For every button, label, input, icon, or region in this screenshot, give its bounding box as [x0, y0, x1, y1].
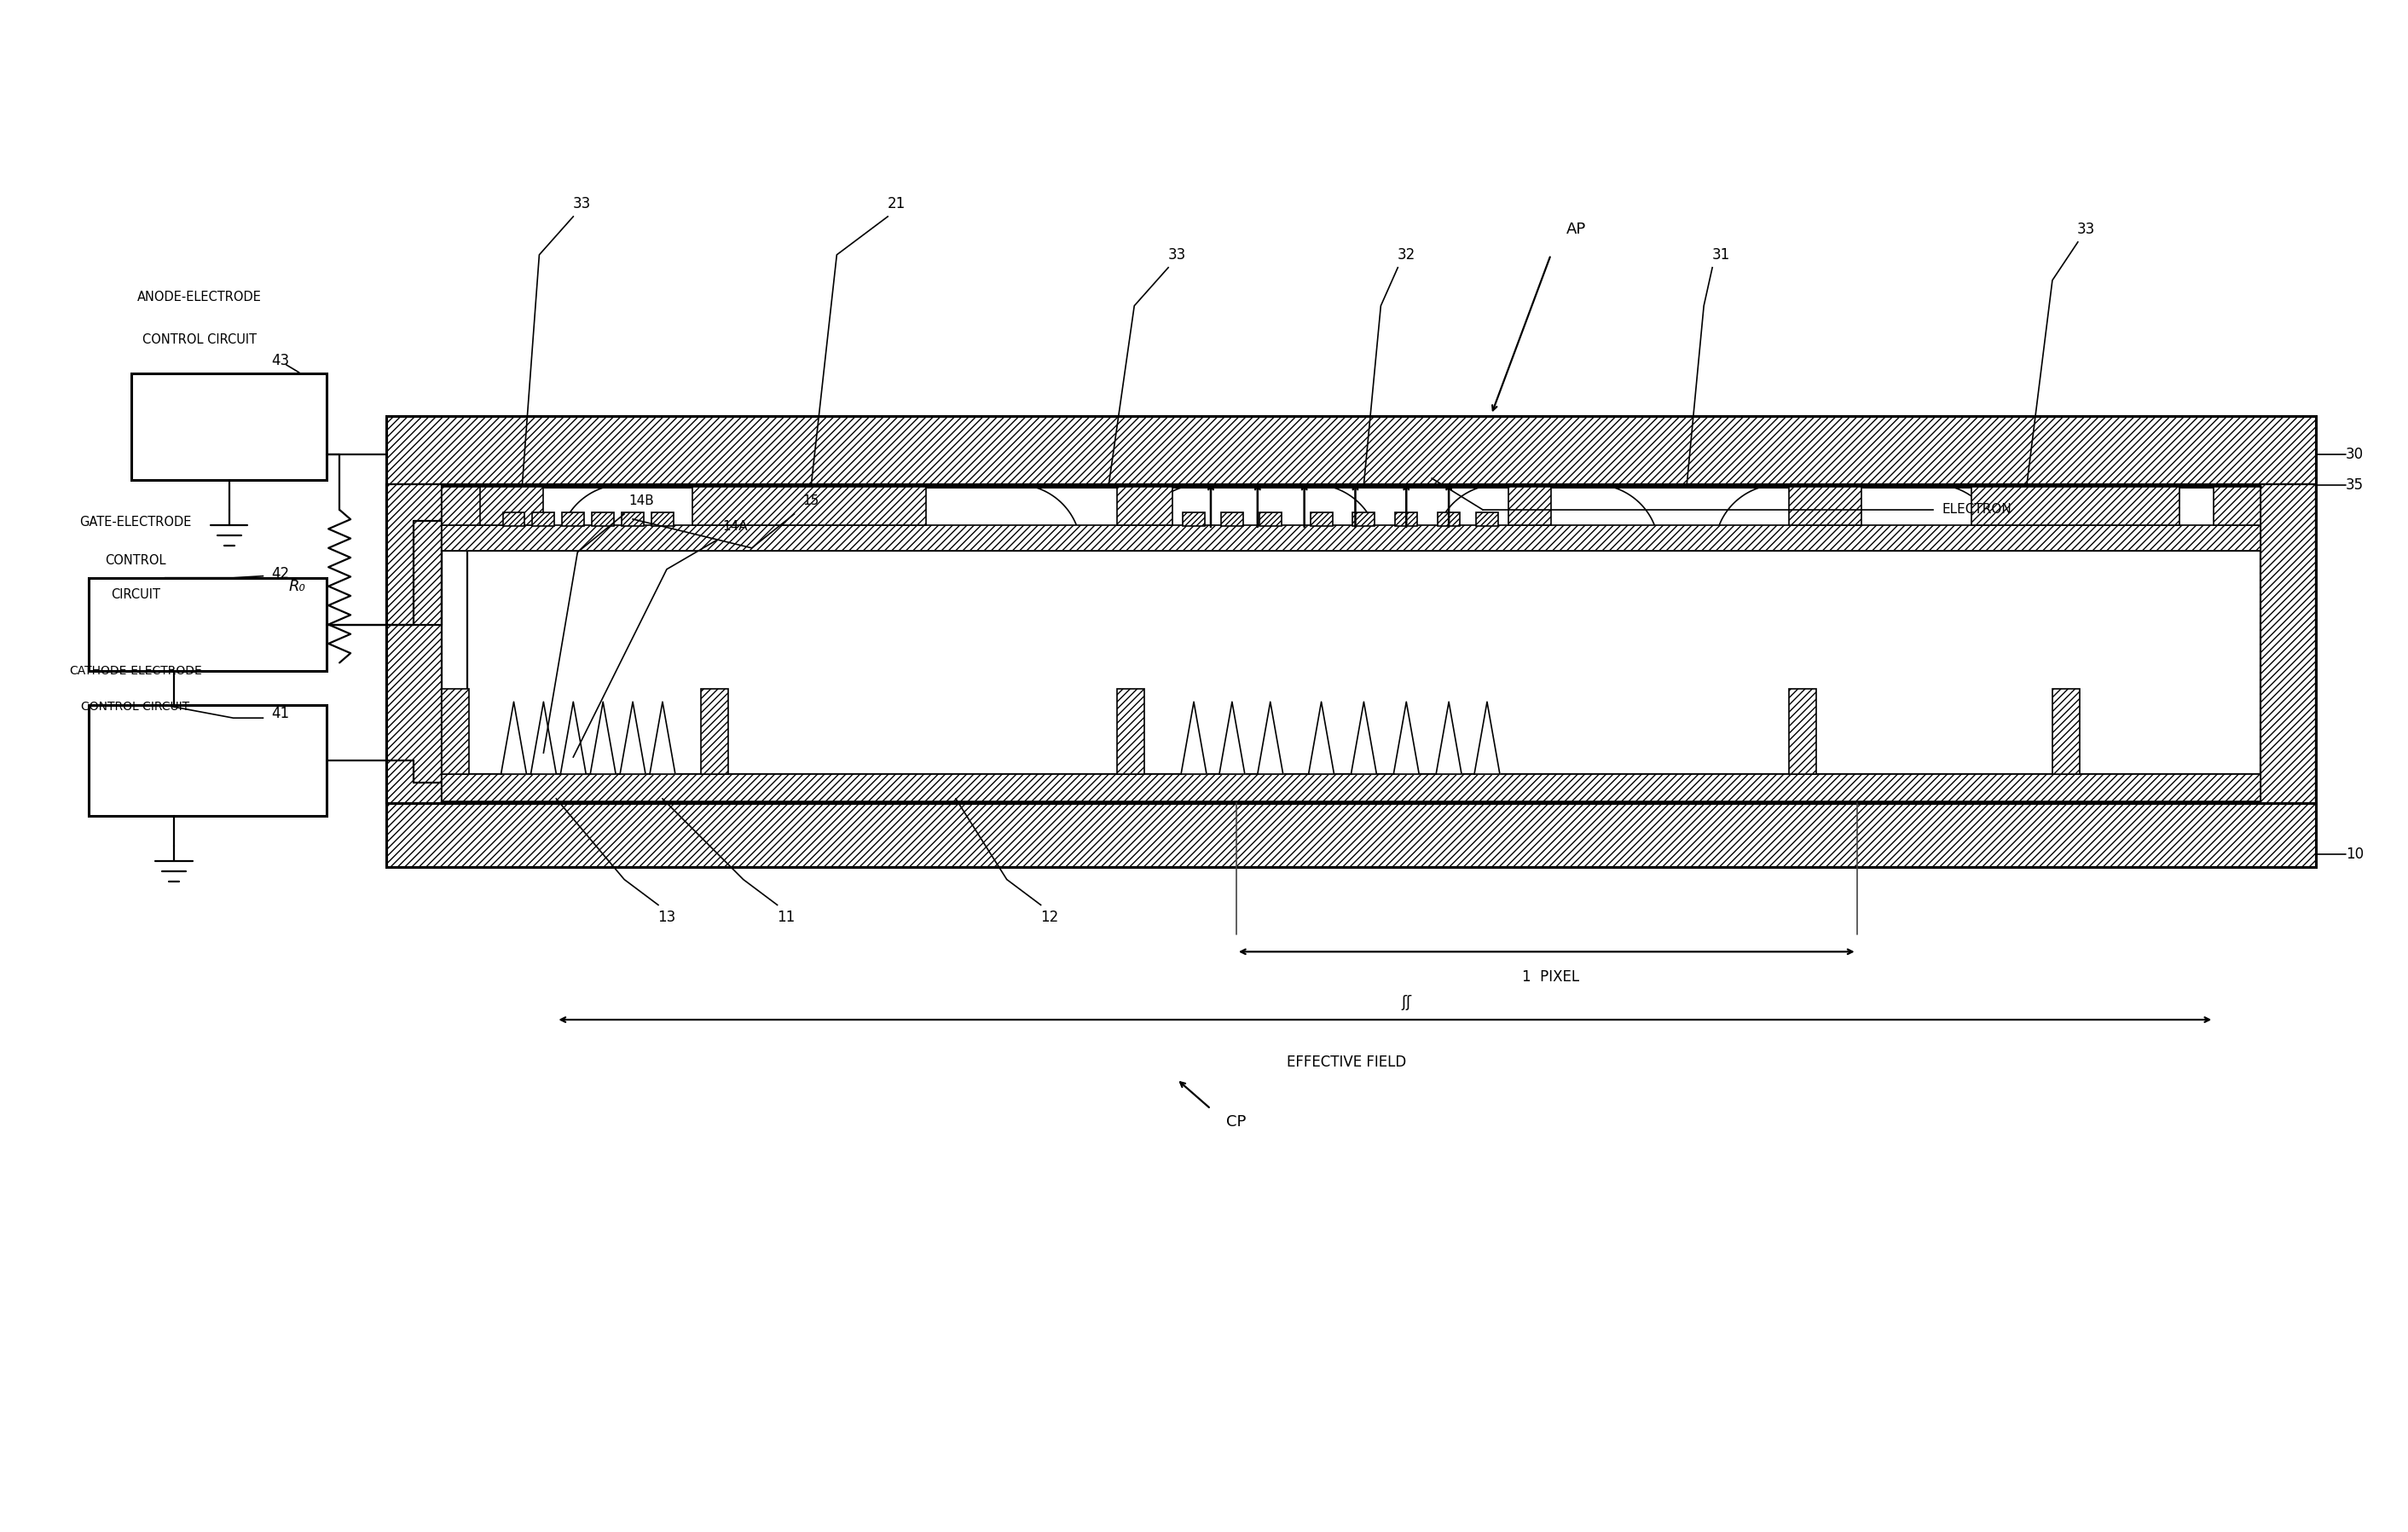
Bar [1972, 487, 2179, 525]
Text: R₀: R₀ [289, 579, 306, 594]
Bar [1221, 512, 1243, 525]
Text: 13: 13 [657, 910, 677, 925]
Text: 10: 10 [2345, 846, 2365, 861]
Bar [691, 487, 927, 525]
Bar [621, 512, 643, 525]
Bar [89, 705, 327, 815]
Bar [1353, 512, 1375, 525]
Bar [1117, 487, 1173, 525]
Bar [1310, 512, 1332, 525]
Bar [2052, 689, 2081, 774]
Text: 12: 12 [1040, 910, 1060, 925]
Bar [1438, 512, 1459, 525]
Bar [1117, 689, 1144, 774]
Text: 30: 30 [2345, 447, 2365, 463]
Bar [441, 550, 2261, 803]
Bar [1394, 512, 1418, 525]
Text: CONTROL CIRCUIT: CONTROL CIRCUIT [82, 702, 190, 712]
Bar [441, 774, 2261, 801]
Text: 21: 21 [886, 196, 905, 211]
Text: 1  PIXEL: 1 PIXEL [1522, 970, 1580, 985]
Text: 35: 35 [2345, 478, 2365, 493]
Bar [479, 487, 544, 525]
Bar [653, 512, 674, 525]
Bar [532, 512, 554, 525]
Bar [1182, 512, 1204, 525]
Text: CONTROL: CONTROL [106, 555, 166, 567]
Bar [441, 487, 489, 525]
Bar [2261, 484, 2316, 803]
Polygon shape [1218, 702, 1245, 774]
Text: 33: 33 [1168, 247, 1185, 262]
Text: AP: AP [1568, 222, 1587, 237]
Polygon shape [590, 702, 616, 774]
Bar [441, 689, 470, 774]
Polygon shape [1180, 702, 1206, 774]
Text: 31: 31 [1712, 247, 1729, 262]
Polygon shape [619, 702, 645, 774]
Text: EFFECTIVE FIELD: EFFECTIVE FIELD [1286, 1054, 1406, 1069]
Polygon shape [1435, 702, 1462, 774]
Polygon shape [561, 702, 585, 774]
Bar [1789, 487, 1861, 525]
Polygon shape [1394, 702, 1418, 774]
Text: 43: 43 [272, 354, 289, 369]
Text: 14A: 14A [722, 521, 746, 533]
Text: CP: CP [1226, 1114, 1247, 1129]
Bar [1507, 487, 1551, 525]
Bar [1476, 512, 1498, 525]
Text: 14B: 14B [628, 495, 655, 507]
Text: CIRCUIT: CIRCUIT [111, 588, 161, 601]
Text: 33: 33 [2078, 222, 2095, 237]
Bar [1259, 512, 1281, 525]
Bar [561, 512, 585, 525]
Text: CATHODE-ELECTRODE: CATHODE-ELECTRODE [70, 665, 202, 677]
Text: 11: 11 [778, 910, 795, 925]
Bar [503, 512, 525, 525]
Bar [385, 484, 441, 803]
Polygon shape [1474, 702, 1500, 774]
Polygon shape [1351, 702, 1377, 774]
Bar [1789, 689, 1816, 774]
Bar [385, 417, 2316, 484]
Polygon shape [530, 702, 556, 774]
Text: ELECTRON: ELECTRON [1941, 504, 2011, 516]
Bar [2213, 487, 2261, 525]
Polygon shape [1257, 702, 1283, 774]
Bar [130, 374, 327, 480]
Bar [701, 689, 727, 774]
Bar [441, 525, 2261, 550]
Text: CONTROL CIRCUIT: CONTROL CIRCUIT [142, 334, 255, 346]
Text: 42: 42 [272, 565, 289, 581]
Text: 15: 15 [802, 495, 819, 507]
Polygon shape [1308, 702, 1334, 774]
Text: 32: 32 [1397, 247, 1416, 262]
Text: ʃʃ: ʃʃ [1401, 994, 1411, 1011]
Text: 33: 33 [573, 196, 590, 211]
Text: 41: 41 [272, 706, 289, 722]
Bar [592, 512, 614, 525]
Polygon shape [650, 702, 674, 774]
Text: ANODE-ELECTRODE: ANODE-ELECTRODE [137, 291, 262, 303]
Text: GATE-ELECTRODE: GATE-ELECTRODE [79, 516, 193, 529]
Bar [89, 578, 327, 671]
Polygon shape [501, 702, 527, 774]
Bar [385, 803, 2316, 867]
